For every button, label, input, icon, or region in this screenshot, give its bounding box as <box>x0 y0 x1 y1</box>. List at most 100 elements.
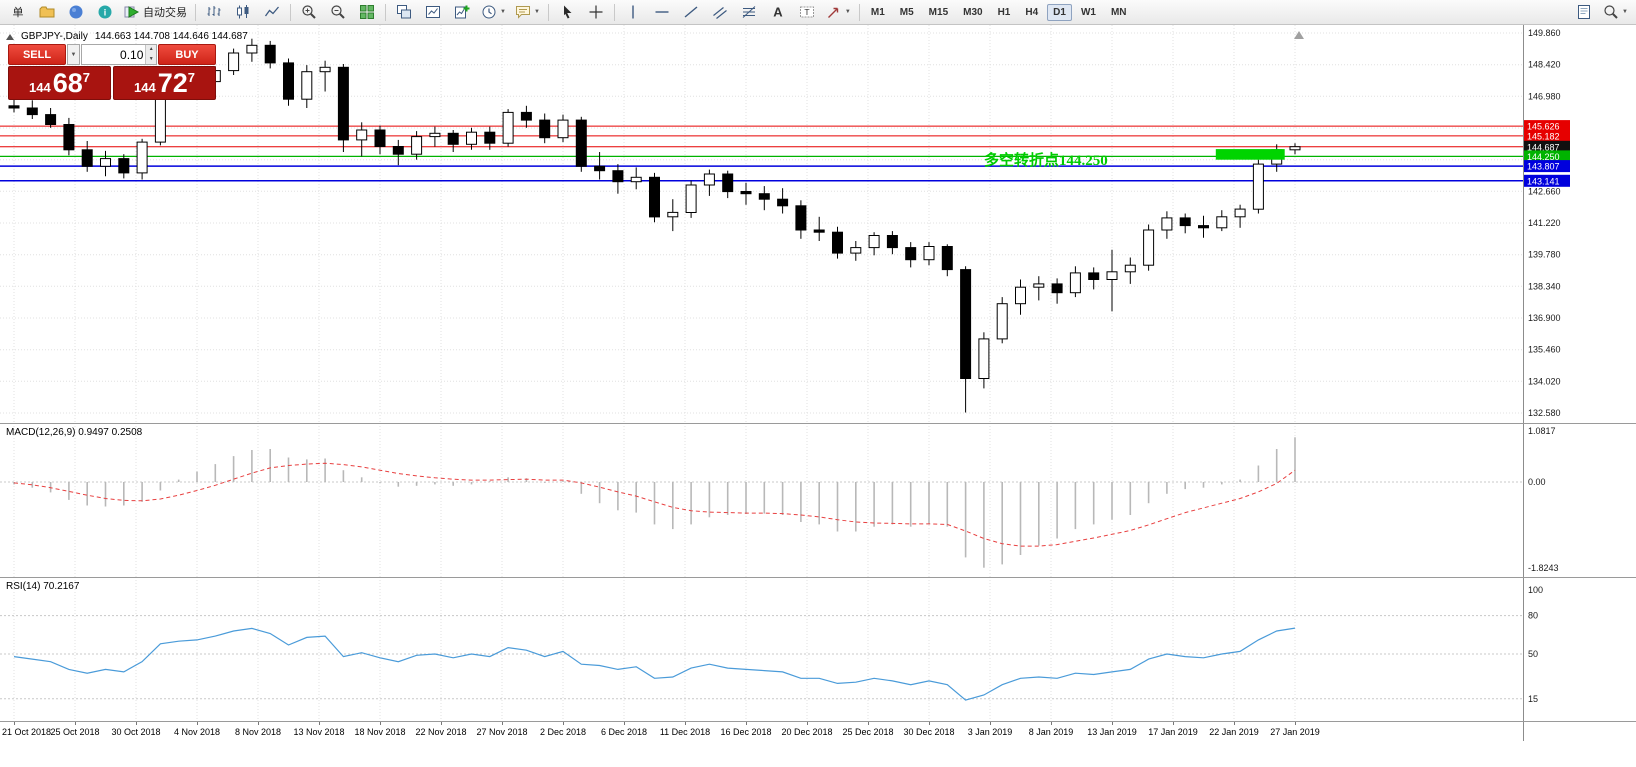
timeframe-h4-button[interactable]: H4 <box>1025 6 1039 18</box>
chart-shift-marker[interactable] <box>1294 31 1304 39</box>
community-button[interactable] <box>62 1 90 24</box>
timeframe-m30-button[interactable]: M30 <box>963 6 983 18</box>
macd-panel-divider[interactable] <box>0 423 1636 424</box>
arrange-windows-button[interactable] <box>390 1 418 24</box>
line-chart-mode-button[interactable] <box>258 1 286 24</box>
price-chart[interactable]: 149.860148.420146.980145.540144.100142.6… <box>0 25 1636 423</box>
sell-button[interactable]: SELL <box>8 44 66 65</box>
zoom-in-icon <box>301 4 317 20</box>
equidistant-channel-icon <box>712 4 728 20</box>
fibonacci-button[interactable] <box>735 1 763 24</box>
chart-shift-button[interactable] <box>419 1 447 24</box>
time-tick <box>14 721 15 725</box>
data-window-button[interactable]: i <box>91 1 119 24</box>
highlight-rectangle[interactable] <box>1215 149 1285 160</box>
timeframe-w1-button[interactable]: W1 <box>1080 6 1096 18</box>
crosshair-icon <box>588 4 604 20</box>
horizontal-line-icon <box>654 4 670 20</box>
time-tick <box>563 721 564 725</box>
volume-stepper[interactable]: ▲ ▼ <box>145 45 156 64</box>
timeframe-h1-button[interactable]: H1 <box>997 6 1011 18</box>
zoom-out-button[interactable] <box>324 1 352 24</box>
price-tick-label: 134.020 <box>1528 376 1561 386</box>
rsi-indicator-label: RSI(14) 70.2167 <box>6 581 80 592</box>
bid-price-major: 144 <box>29 80 51 95</box>
chart-shift-icon <box>425 4 441 20</box>
new-chart-button[interactable] <box>448 1 476 24</box>
text-icon: A <box>770 4 786 20</box>
text-label-icon: T <box>799 4 815 20</box>
candlestick-mode-icon <box>235 4 251 20</box>
new-window-button[interactable] <box>1570 1 1598 24</box>
candlestick-mode-button[interactable] <box>229 1 257 24</box>
toolbar-separator <box>613 3 615 21</box>
horizontal-line-button[interactable] <box>648 1 676 24</box>
chart-annotation[interactable]: 多空转折点144.250 <box>984 153 1108 169</box>
time-tick <box>868 721 869 725</box>
crosshair-button[interactable] <box>582 1 610 24</box>
rsi-panel[interactable]: 100 80 50 15 <box>0 577 1636 721</box>
candles[interactable] <box>8 38 1301 413</box>
timeframe-m15-button[interactable]: M15 <box>928 6 949 18</box>
text-label-button[interactable]: T <box>793 1 821 24</box>
time-tick <box>136 721 137 725</box>
time-tick <box>1295 721 1296 725</box>
timeframe-m1-button[interactable]: M1 <box>870 6 885 18</box>
volume-dropdown-button[interactable]: ▼ <box>67 44 80 65</box>
ask-price-display[interactable]: 144 72 7 <box>113 66 216 100</box>
toolbar-separator <box>547 3 549 21</box>
timeframe-d1-button[interactable]: D1 <box>1047 3 1072 21</box>
price-tick-label: 148.420 <box>1528 60 1561 70</box>
vertical-line-button[interactable] <box>619 1 647 24</box>
time-tick <box>1173 721 1174 725</box>
macd-tick-label: 1.0817 <box>1528 426 1556 436</box>
macd-panel[interactable]: 1.0817 0.00 -1.8243 <box>0 423 1636 577</box>
time-tick <box>380 721 381 725</box>
price-tick-label: 136.900 <box>1528 313 1561 323</box>
periods-button[interactable]: ▼ <box>477 1 510 24</box>
time-label: 27 Jan 2019 <box>1270 727 1320 737</box>
volume-up-icon[interactable]: ▲ <box>146 45 156 55</box>
price-line-flag <box>1524 129 1570 142</box>
equidistant-channel-button[interactable] <box>706 1 734 24</box>
trendline-button[interactable] <box>677 1 705 24</box>
alerts-button[interactable]: ▼ <box>511 1 544 24</box>
time-label: 6 Dec 2018 <box>600 727 648 737</box>
timeframe-m5-button[interactable]: M5 <box>899 6 914 18</box>
price-axis-border <box>1523 25 1524 741</box>
time-axis[interactable]: 21 Oct 2018 25 Oct 2018 30 Oct 2018 4 Nov 2… <box>0 721 1636 741</box>
bar-chart-mode-icon <box>206 4 222 20</box>
rsi-panel-divider[interactable] <box>0 577 1636 578</box>
arrows-icon <box>826 4 842 20</box>
new-order-label: 单 <box>12 7 24 19</box>
autotrading-button[interactable]: 自动交易 <box>120 1 191 24</box>
zoom-in-button[interactable] <box>295 1 323 24</box>
arrows-button[interactable]: ▼ <box>822 1 855 24</box>
search-button[interactable]: ▼ <box>1599 1 1632 24</box>
text-button[interactable]: A <box>764 1 792 24</box>
trendline-icon <box>683 4 699 20</box>
new-order-button[interactable]: 单 <box>4 1 32 24</box>
time-tick <box>1112 721 1113 725</box>
ask-price-major: 144 <box>134 80 156 95</box>
rsi-tick-label: 80 <box>1528 611 1538 621</box>
alerts-icon <box>515 4 531 20</box>
bar-chart-mode-button[interactable] <box>200 1 228 24</box>
volume-down-icon[interactable]: ▼ <box>146 54 156 64</box>
toolbar-separator <box>290 3 291 21</box>
vertical-line-icon <box>625 4 641 20</box>
timeframe-mn-button[interactable]: MN <box>1110 6 1127 18</box>
time-label: 17 Jan 2019 <box>1148 727 1198 737</box>
cursor-button[interactable] <box>553 1 581 24</box>
profiles-button[interactable] <box>33 1 61 24</box>
periods-icon <box>481 4 497 20</box>
one-click-toggle-icon[interactable] <box>6 33 14 40</box>
tile-windows-button[interactable] <box>353 1 381 24</box>
time-label: 18 Nov 2018 <box>354 727 406 737</box>
volume-input[interactable] <box>82 45 146 64</box>
time-label: 22 Jan 2019 <box>1209 727 1259 737</box>
bid-price-display[interactable]: 144 68 7 <box>8 66 111 100</box>
bid-price-point: 7 <box>82 69 90 85</box>
buy-button[interactable]: BUY <box>158 44 216 65</box>
